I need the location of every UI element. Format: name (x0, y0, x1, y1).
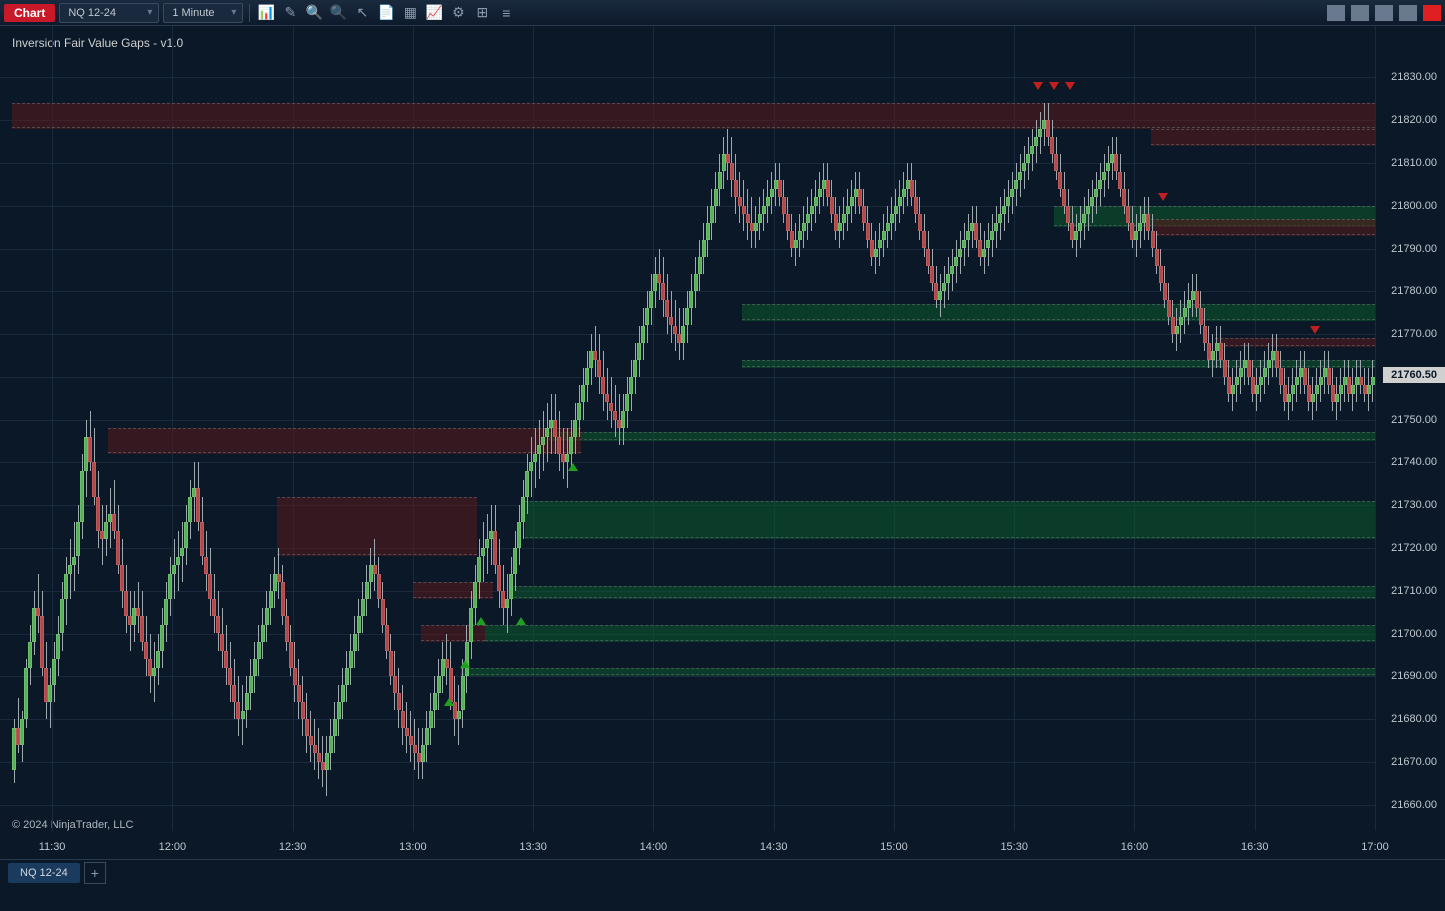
x-gridline (52, 26, 53, 831)
y-tick-label: 21660.00 (1391, 799, 1437, 811)
x-tick-label: 15:30 (1000, 841, 1028, 853)
window-button[interactable] (1351, 5, 1369, 21)
fvg-zone (549, 432, 1375, 441)
y-tick-label: 21770.00 (1391, 328, 1437, 340)
symbol-dropdown[interactable]: NQ 12-24 (59, 3, 159, 23)
interval-dropdown[interactable]: 1 Minute (163, 3, 243, 23)
fvg-zone (485, 625, 1375, 642)
copyright: © 2024 NinjaTrader, LLC (12, 819, 133, 831)
y-tick-label: 21690.00 (1391, 670, 1437, 682)
tab-bar: NQ 12-24 + (0, 859, 1445, 885)
marker-up (568, 463, 578, 471)
chart-type-icon[interactable]: 📊 (256, 3, 276, 23)
x-tick-label: 12:00 (159, 841, 187, 853)
minimize-button[interactable] (1375, 5, 1393, 21)
format-icon[interactable]: ⊞ (472, 3, 492, 23)
x-tick-label: 14:30 (760, 841, 788, 853)
strategy-icon[interactable]: ⚙ (448, 3, 468, 23)
fvg-zone (1151, 129, 1375, 146)
x-tick-label: 14:00 (640, 841, 668, 853)
marker-up (444, 698, 454, 706)
x-tick-label: 16:30 (1241, 841, 1269, 853)
x-gridline (1255, 26, 1256, 831)
y-tick-label: 21750.00 (1391, 414, 1437, 426)
y-tick-label: 21720.00 (1391, 542, 1437, 554)
toolbar: Chart NQ 12-24 1 Minute 📊 ✎ 🔍 🔍 ↖ 📄 ▦ 📈 … (0, 0, 1445, 26)
y-gridline (0, 420, 1375, 421)
databox-icon[interactable]: ▦ (400, 3, 420, 23)
x-tick-label: 16:00 (1121, 841, 1149, 853)
y-gridline (0, 377, 1375, 378)
y-gridline (0, 762, 1375, 763)
fvg-zone (108, 428, 581, 454)
x-gridline (1375, 26, 1376, 831)
window-button[interactable] (1327, 5, 1345, 21)
marker-down (1033, 82, 1043, 90)
y-gridline (0, 77, 1375, 78)
y-tick-label: 21710.00 (1391, 585, 1437, 597)
x-gridline (1134, 26, 1135, 831)
chart-area[interactable]: Inversion Fair Value Gaps - v1.0 © 2024 … (0, 26, 1445, 859)
fvg-zone (421, 625, 485, 642)
price-marker: 21760.50 (1383, 367, 1445, 383)
x-gridline (894, 26, 895, 831)
chart-badge: Chart (4, 4, 55, 22)
x-tick-label: 13:00 (399, 841, 427, 853)
draw-icon[interactable]: ✎ (280, 3, 300, 23)
fvg-zone (413, 582, 493, 599)
marker-down (1049, 82, 1059, 90)
cursor-icon[interactable]: ↖ (352, 3, 372, 23)
x-tick-label: 13:30 (519, 841, 547, 853)
x-gridline (774, 26, 775, 831)
x-gridline (653, 26, 654, 831)
y-gridline (0, 676, 1375, 677)
y-gridline (0, 719, 1375, 720)
y-tick-label: 21740.00 (1391, 456, 1437, 468)
x-tick-label: 17:00 (1361, 841, 1389, 853)
y-tick-label: 21810.00 (1391, 157, 1437, 169)
fvg-zone (525, 501, 1375, 540)
tab-active[interactable]: NQ 12-24 (8, 863, 80, 883)
y-tick-label: 21820.00 (1391, 114, 1437, 126)
y-gridline (0, 462, 1375, 463)
x-gridline (1014, 26, 1015, 831)
fvg-zone (461, 668, 1375, 677)
zoom-in-icon[interactable]: 🔍 (304, 3, 324, 23)
y-gridline (0, 163, 1375, 164)
marker-up (476, 617, 486, 625)
fvg-zone (1151, 219, 1375, 236)
marker-down (1310, 326, 1320, 334)
fvg-zone (1215, 338, 1375, 347)
y-tick-label: 21700.00 (1391, 628, 1437, 640)
properties-icon[interactable]: ≡ (496, 3, 516, 23)
fvg-zone (509, 586, 1375, 599)
y-tick-label: 21680.00 (1391, 713, 1437, 725)
x-tick-label: 11:30 (39, 841, 66, 853)
y-tick-label: 21800.00 (1391, 200, 1437, 212)
x-tick-label: 15:00 (880, 841, 908, 853)
y-gridline (0, 805, 1375, 806)
marker-down (1065, 82, 1075, 90)
zoom-out-icon[interactable]: 🔍 (328, 3, 348, 23)
x-tick-label: 12:30 (279, 841, 307, 853)
y-gridline (0, 249, 1375, 250)
close-button[interactable] (1423, 5, 1441, 21)
marker-down (1158, 193, 1168, 201)
y-tick-label: 21670.00 (1391, 756, 1437, 768)
y-tick-label: 21780.00 (1391, 285, 1437, 297)
data-icon[interactable]: 📄 (376, 3, 396, 23)
tab-add[interactable]: + (84, 862, 106, 884)
indicator-icon[interactable]: 📈 (424, 3, 444, 23)
maximize-button[interactable] (1399, 5, 1417, 21)
fvg-zone (742, 304, 1375, 321)
indicator-label: Inversion Fair Value Gaps - v1.0 (12, 36, 183, 50)
marker-up (516, 617, 526, 625)
fvg-zone (277, 497, 477, 557)
marker-up (460, 660, 470, 668)
y-tick-label: 21830.00 (1391, 71, 1437, 83)
fvg-zone (12, 103, 1375, 129)
y-tick-label: 21730.00 (1391, 499, 1437, 511)
y-tick-label: 21790.00 (1391, 243, 1437, 255)
